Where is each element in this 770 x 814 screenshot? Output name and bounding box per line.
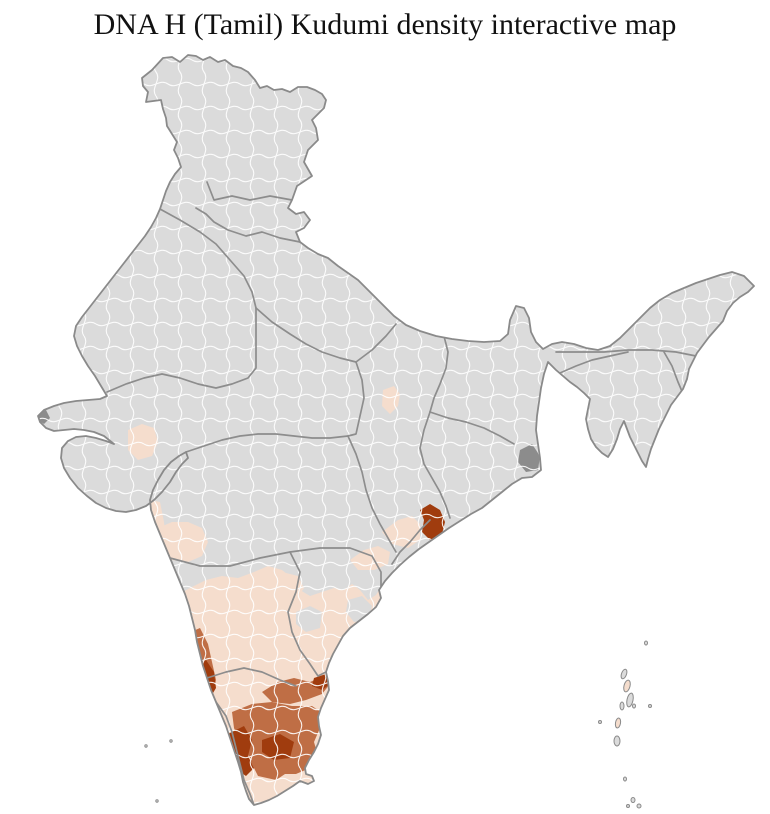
page-title: DNA H (Tamil) Kudumi density interactive… bbox=[93, 8, 677, 41]
islands-low-density[interactable] bbox=[614, 679, 632, 729]
state-borders bbox=[106, 181, 697, 805]
islands-gray[interactable] bbox=[144, 640, 652, 809]
islands[interactable] bbox=[144, 640, 652, 809]
